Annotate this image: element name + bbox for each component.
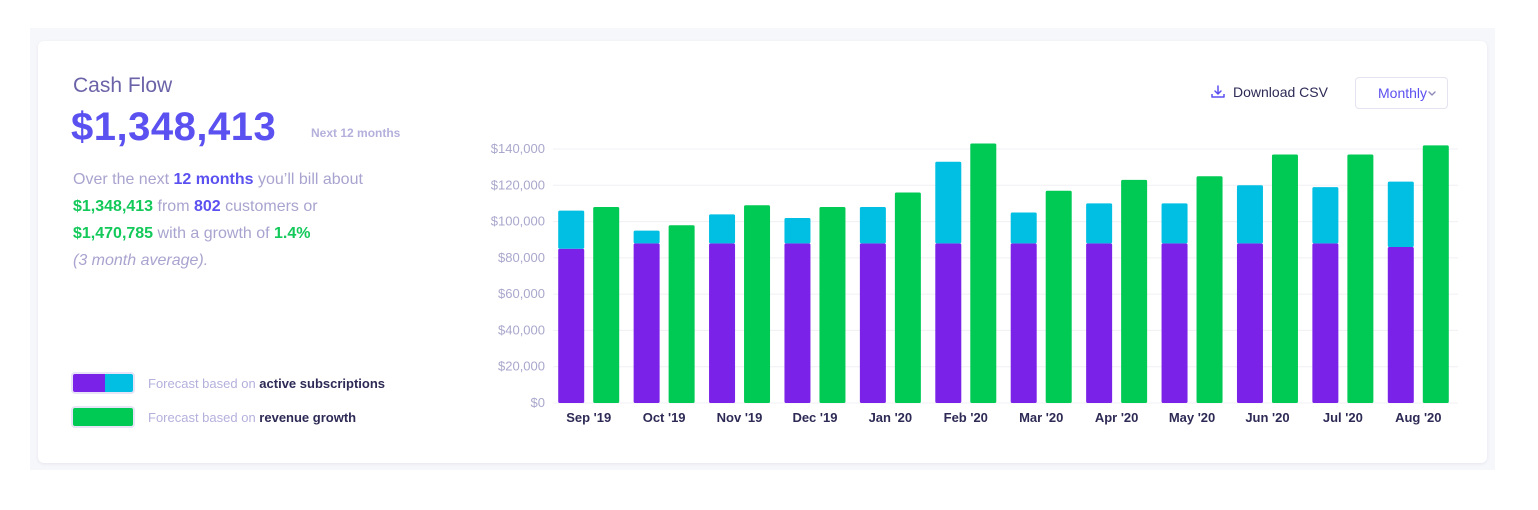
bar-subscriptions <box>1312 187 1339 244</box>
summary-text: you’ll bill about <box>253 171 363 188</box>
download-icon <box>1211 85 1225 98</box>
y-tick-label: $40,000 <box>498 322 545 337</box>
bar-subscriptions <box>1010 243 1037 403</box>
bar-subscriptions <box>1010 212 1037 244</box>
x-tick-label: Sep '19 <box>566 410 611 425</box>
legend-bold: active subscriptions <box>259 375 386 391</box>
summary-text: customers or <box>220 198 318 215</box>
bar-subscriptions <box>784 217 811 244</box>
bar-revenue-growth <box>593 207 620 403</box>
x-tick-label: Nov '19 <box>717 410 763 425</box>
y-tick-label: $120,000 <box>491 177 545 192</box>
bar-subscriptions <box>558 210 585 249</box>
bar-subscriptions <box>935 161 962 244</box>
legend-swatch-subscriptions <box>71 372 135 394</box>
summary-customers: 802 <box>193 198 221 215</box>
download-label: Download CSV <box>1233 84 1328 100</box>
bar-subscriptions <box>1387 246 1414 403</box>
bar-revenue-growth <box>1347 154 1374 403</box>
bar-subscriptions <box>1086 203 1113 244</box>
bar-subscriptions <box>859 207 886 244</box>
bar-revenue-growth <box>744 205 771 403</box>
bar-subscriptions <box>558 248 585 403</box>
bar-subscriptions <box>1387 181 1414 247</box>
summary-text: from <box>153 198 194 215</box>
bar-revenue-growth <box>668 225 695 403</box>
card-title: Cash Flow <box>73 74 173 97</box>
bar-revenue-growth <box>819 207 846 403</box>
x-tick-label: Mar '20 <box>1019 410 1063 425</box>
legend-bold: revenue growth <box>259 409 357 425</box>
summary-text: with a growth of <box>153 225 275 242</box>
summary-months: 12 months <box>173 171 254 188</box>
bar-subscriptions <box>1086 243 1113 403</box>
bar-subscriptions <box>935 243 962 403</box>
bar-subscriptions <box>709 243 736 403</box>
y-tick-label: $100,000 <box>491 214 545 229</box>
legend-prefix: Forecast based on <box>148 375 260 391</box>
summary-growth-amount: $1,470,785 <box>73 225 154 242</box>
bar-subscriptions <box>1236 243 1263 403</box>
forecast-summary: Over the next 12 months you’ll bill abou… <box>73 166 418 274</box>
summary-amount: $1,348,413 <box>73 198 154 215</box>
cash-flow-card: Cash Flow $1,348,413 Next 12 months Over… <box>38 41 1487 463</box>
bar-revenue-growth <box>894 192 921 403</box>
bar-subscriptions <box>1236 185 1263 244</box>
legend-prefix: Forecast based on <box>148 409 260 425</box>
bar-subscriptions <box>859 243 886 403</box>
bar-subscriptions <box>633 243 660 403</box>
y-tick-label: $20,000 <box>498 359 545 374</box>
bar-subscriptions <box>709 214 736 244</box>
period-label: Next 12 months <box>311 126 401 140</box>
bar-revenue-growth <box>1121 179 1148 403</box>
x-tick-label: Aug '20 <box>1395 410 1441 425</box>
bar-revenue-growth <box>970 143 997 404</box>
bar-revenue-growth <box>1045 190 1072 403</box>
summary-growth-pct: 1.4% <box>274 225 311 242</box>
x-tick-label: Dec '19 <box>792 410 837 425</box>
download-csv-button[interactable]: Download CSV <box>1210 84 1328 100</box>
period-select-value: Monthly <box>1378 85 1428 101</box>
x-tick-label: May '20 <box>1169 410 1215 425</box>
x-tick-label: Jun '20 <box>1245 410 1289 425</box>
legend-swatch-growth <box>71 406 135 428</box>
bar-revenue-growth <box>1271 154 1298 403</box>
period-select[interactable]: Monthly <box>1355 77 1448 109</box>
x-tick-label: Jul '20 <box>1323 410 1363 425</box>
bar-revenue-growth <box>1422 145 1449 403</box>
summary-text: Over the next <box>73 171 174 188</box>
x-tick-label: Oct '19 <box>643 410 686 425</box>
x-tick-label: Jan '20 <box>869 410 913 425</box>
x-tick-label: Feb '20 <box>944 410 988 425</box>
total-amount: $1,348,413 <box>71 105 277 149</box>
bar-subscriptions <box>784 243 811 403</box>
summary-note: (3 month average). <box>73 252 209 269</box>
legend-item-growth: Forecast based on revenue growth <box>71 406 356 428</box>
y-tick-label: $140,000 <box>491 141 545 156</box>
y-tick-label: $60,000 <box>498 286 545 301</box>
bar-subscriptions <box>633 230 660 244</box>
x-tick-label: Apr '20 <box>1095 410 1139 425</box>
legend-label: Forecast based on revenue growth <box>148 410 356 425</box>
cash-flow-chart: $0 $20,000 $40,000 $60,000 $80,000 $100,000 $1… <box>491 141 1458 425</box>
bar-revenue-growth <box>1196 176 1223 403</box>
chevron-down-icon <box>1428 91 1436 96</box>
legend-label: Forecast based on active subscriptions <box>148 376 385 391</box>
bar-subscriptions <box>1161 203 1188 244</box>
y-tick-label: $0 <box>531 395 545 410</box>
legend-item-subscriptions: Forecast based on active subscriptions <box>71 372 385 394</box>
y-tick-label: $80,000 <box>498 250 545 265</box>
bar-subscriptions <box>1161 243 1188 403</box>
bar-subscriptions <box>1312 243 1339 403</box>
